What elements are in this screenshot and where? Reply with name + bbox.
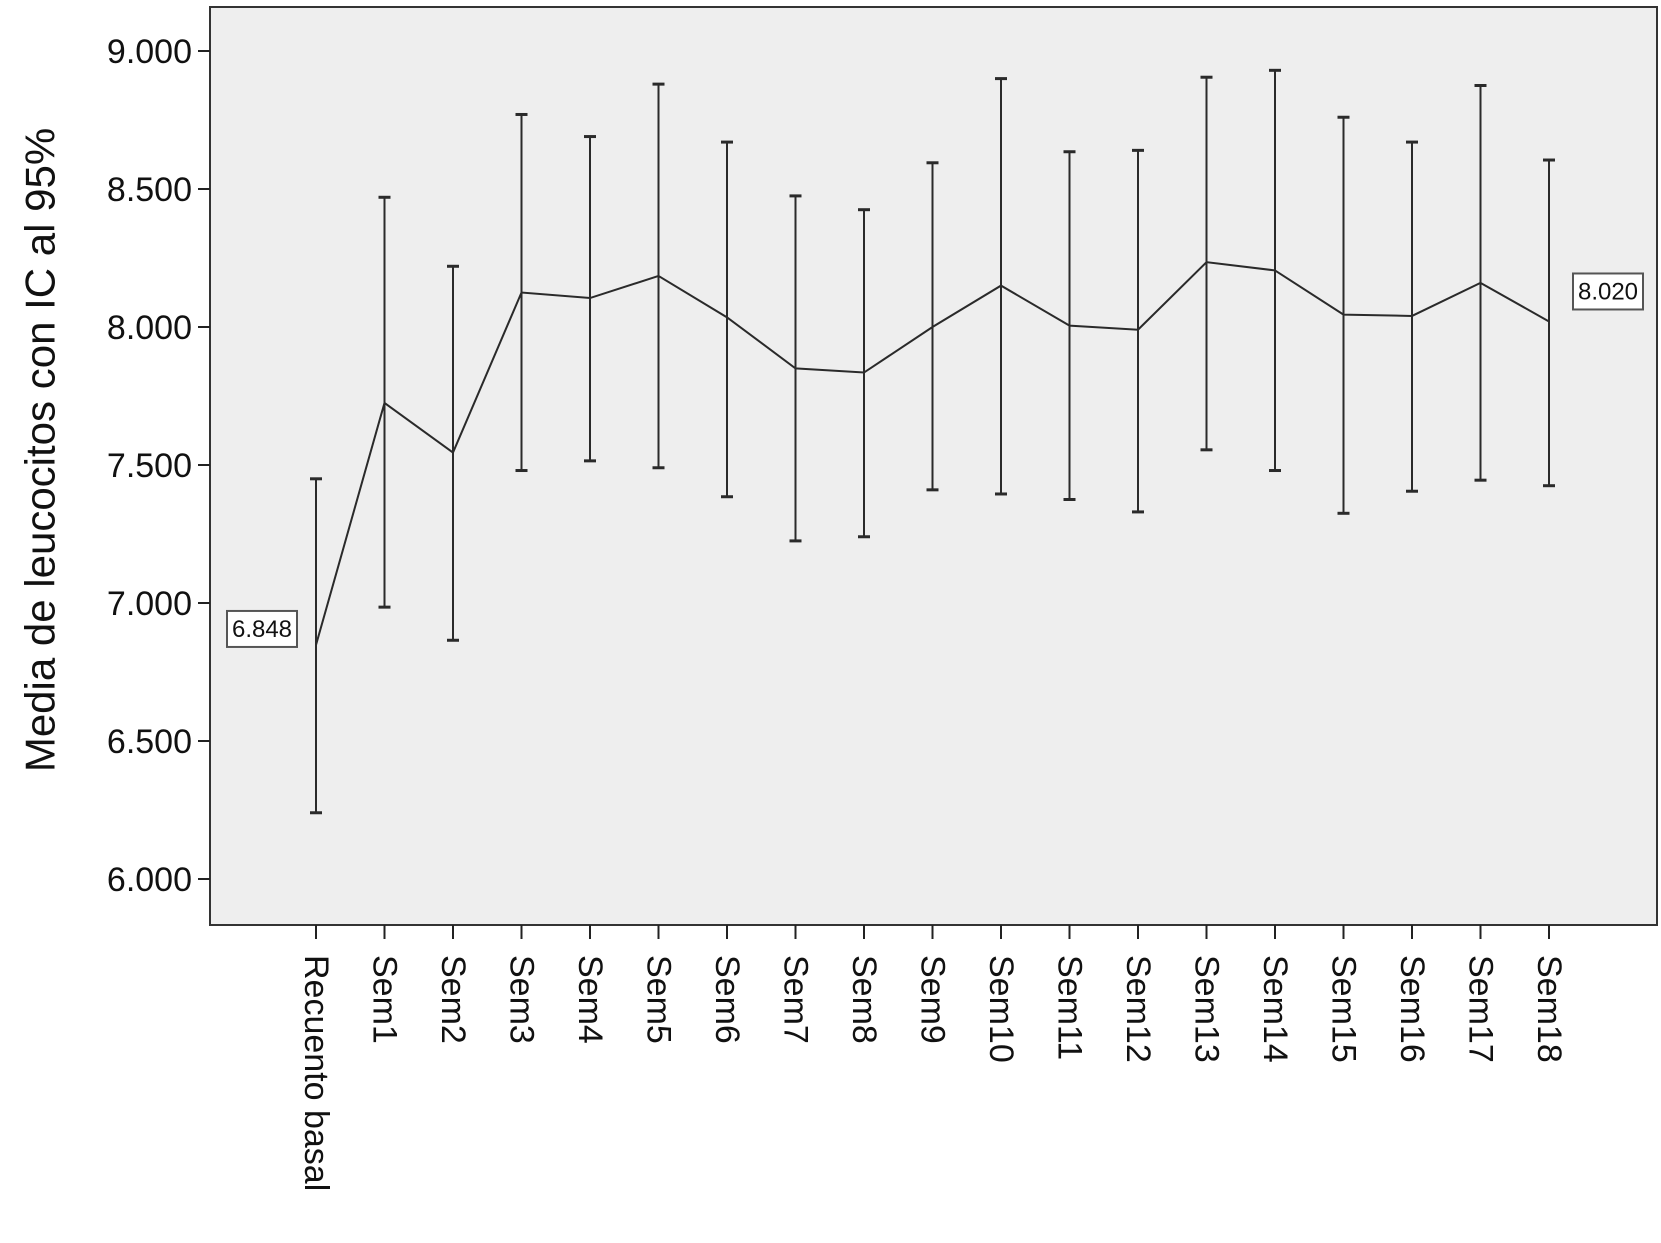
x-category-label: Sem16 — [1393, 955, 1431, 1063]
y-axis: 6.000 6.500 7.000 7.500 8.000 8.500 9.000 — [107, 33, 210, 899]
value-annotation: 6.848 — [226, 609, 298, 648]
value-annotation-text: 8.020 — [1578, 278, 1638, 305]
x-category-label: Sem4 — [571, 955, 609, 1044]
x-category-label: Sem12 — [1119, 955, 1157, 1063]
x-category-label: Sem8 — [845, 955, 883, 1044]
annotations: 6.848 8.020 — [226, 272, 1644, 648]
y-tick-label: 6.000 — [107, 861, 192, 899]
y-tick-label: 8.500 — [107, 171, 192, 209]
y-tick-label: 9.000 — [107, 33, 192, 71]
y-tick-label: 7.500 — [107, 447, 192, 485]
x-axis: Recuento basal Sem1 Sem2 Sem3 Sem4 Sem5 Sem6 Se… — [297, 925, 1568, 1191]
x-category-label: Sem15 — [1325, 955, 1363, 1063]
y-tick-label: 6.500 — [107, 723, 192, 761]
x-category-label: Sem18 — [1530, 955, 1568, 1063]
error-bar — [1543, 158, 1555, 488]
x-category-label: Sem2 — [434, 955, 472, 1044]
x-category-label: Sem3 — [503, 955, 541, 1044]
y-axis-label: Media de leucocitos con IC al 95% — [17, 128, 64, 772]
x-category-label: Sem9 — [914, 955, 952, 1044]
x-category-label: Sem17 — [1462, 955, 1500, 1063]
x-category-label: Sem10 — [982, 955, 1020, 1063]
x-category-label: Sem1 — [366, 955, 404, 1044]
x-category-label: Sem14 — [1256, 955, 1294, 1063]
x-category-label: Sem13 — [1188, 955, 1226, 1063]
value-annotation-text: 6.848 — [232, 616, 292, 643]
error-bar — [310, 477, 322, 815]
error-bar — [1132, 148, 1144, 514]
error-bar — [721, 140, 733, 499]
x-category-label: Sem11 — [1051, 955, 1089, 1060]
x-category-label: Recuento basal — [297, 955, 335, 1191]
series-line — [315, 261, 1550, 646]
x-category-label: Sem5 — [640, 955, 678, 1044]
x-category-label: Sem6 — [708, 955, 746, 1044]
y-tick-label: 8.000 — [107, 309, 192, 347]
value-annotation: 8.020 — [1572, 272, 1644, 311]
y-tick-label: 7.000 — [107, 585, 192, 623]
x-category-label: Sem7 — [777, 955, 815, 1044]
